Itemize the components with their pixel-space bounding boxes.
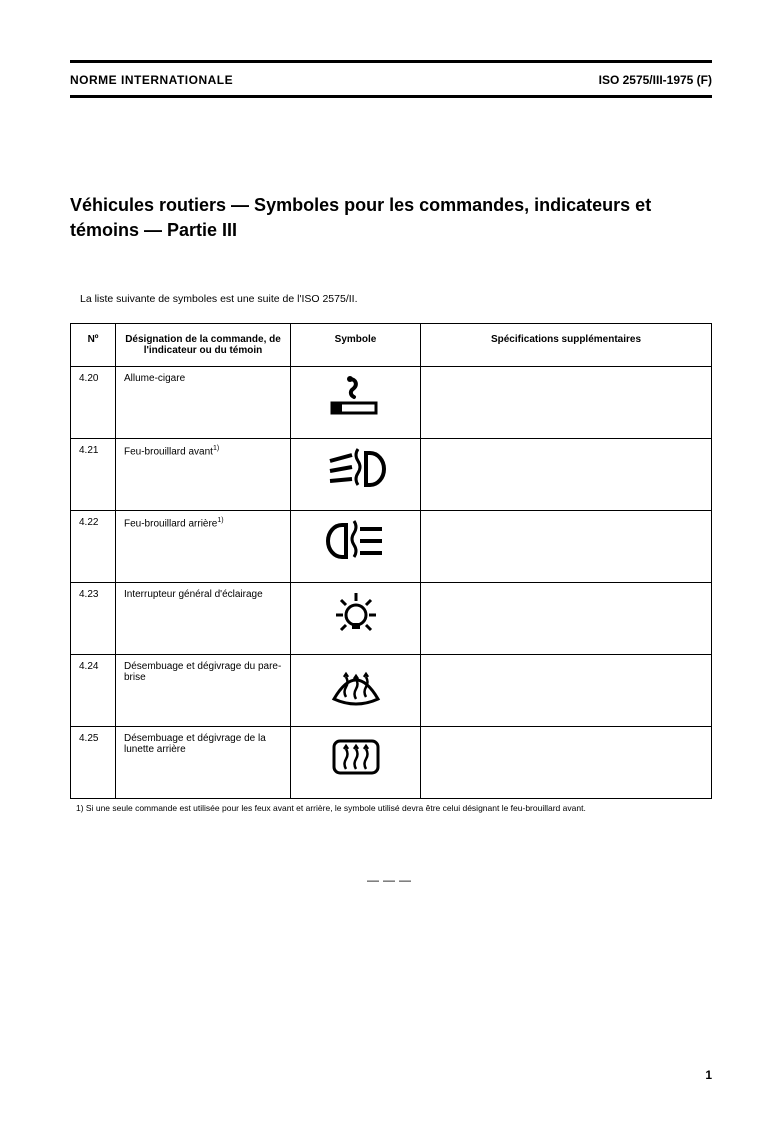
table-row: 4.25Désembuage et dégivrage de la lunett… (71, 727, 712, 799)
cell-spec (421, 655, 712, 727)
fog-front-icon (326, 445, 386, 493)
table-row: 4.22Feu-brouillard arrière1) (71, 511, 712, 583)
cell-symbol (291, 367, 421, 439)
table-row: 4.24Désembuage et dégivrage du pare-bris… (71, 655, 712, 727)
cell-spec (421, 511, 712, 583)
title-block: Véhicules routiers — Symboles pour les c… (70, 193, 712, 243)
header-left: NORME INTERNATIONALE (70, 73, 233, 87)
symbols-table: Nº Désignation de la commande, de l'indi… (70, 323, 712, 799)
col-header-designation: Désignation de la commande, de l'indicat… (116, 324, 291, 367)
table-header-row: Nº Désignation de la commande, de l'indi… (71, 324, 712, 367)
cell-num: 4.24 (71, 655, 116, 727)
page-title: Véhicules routiers — Symboles pour les c… (70, 193, 712, 243)
fog-rear-icon (326, 517, 386, 565)
cell-num: 4.23 (71, 583, 116, 655)
cell-designation: Désembuage et dégivrage du pare-brise (116, 655, 291, 727)
header-right: ISO 2575/III-1975 (F) (599, 73, 712, 87)
cell-designation: Interrupteur général d'éclairage (116, 583, 291, 655)
cell-num: 4.22 (71, 511, 116, 583)
cell-designation: Désembuage et dégivrage de la lunette ar… (116, 727, 291, 799)
end-dash: ——— (70, 873, 712, 887)
page-number: 1 (705, 1068, 712, 1082)
cell-symbol (291, 727, 421, 799)
cell-num: 4.25 (71, 727, 116, 799)
cigar-icon (326, 373, 386, 421)
cell-spec (421, 583, 712, 655)
master-light-icon (326, 589, 386, 637)
table-row: 4.23Interrupteur général d'éclairage (71, 583, 712, 655)
table-row: 4.20Allume-cigare (71, 367, 712, 439)
cell-spec (421, 439, 712, 511)
cell-designation: Feu-brouillard arrière1) (116, 511, 291, 583)
cell-symbol (291, 583, 421, 655)
intro-text: La liste suivante de symboles est une su… (80, 293, 712, 305)
defrost-front-icon (326, 661, 386, 709)
col-header-spec: Spécifications supplémentaires (421, 324, 712, 367)
table-row: 4.21Feu-brouillard avant1) (71, 439, 712, 511)
cell-num: 4.21 (71, 439, 116, 511)
col-header-num: Nº (71, 324, 116, 367)
defrost-rear-icon (326, 733, 386, 781)
footnote: 1) Si une seule commande est utilisée po… (76, 803, 712, 813)
cell-designation: Feu-brouillard avant1) (116, 439, 291, 511)
cell-num: 4.20 (71, 367, 116, 439)
cell-symbol (291, 655, 421, 727)
cell-symbol (291, 439, 421, 511)
col-header-symbol: Symbole (291, 324, 421, 367)
cell-symbol (291, 511, 421, 583)
cell-spec (421, 367, 712, 439)
cell-designation: Allume-cigare (116, 367, 291, 439)
top-rule-2 (70, 95, 712, 98)
cell-spec (421, 727, 712, 799)
header-row: NORME INTERNATIONALE ISO 2575/III-1975 (… (70, 63, 712, 95)
